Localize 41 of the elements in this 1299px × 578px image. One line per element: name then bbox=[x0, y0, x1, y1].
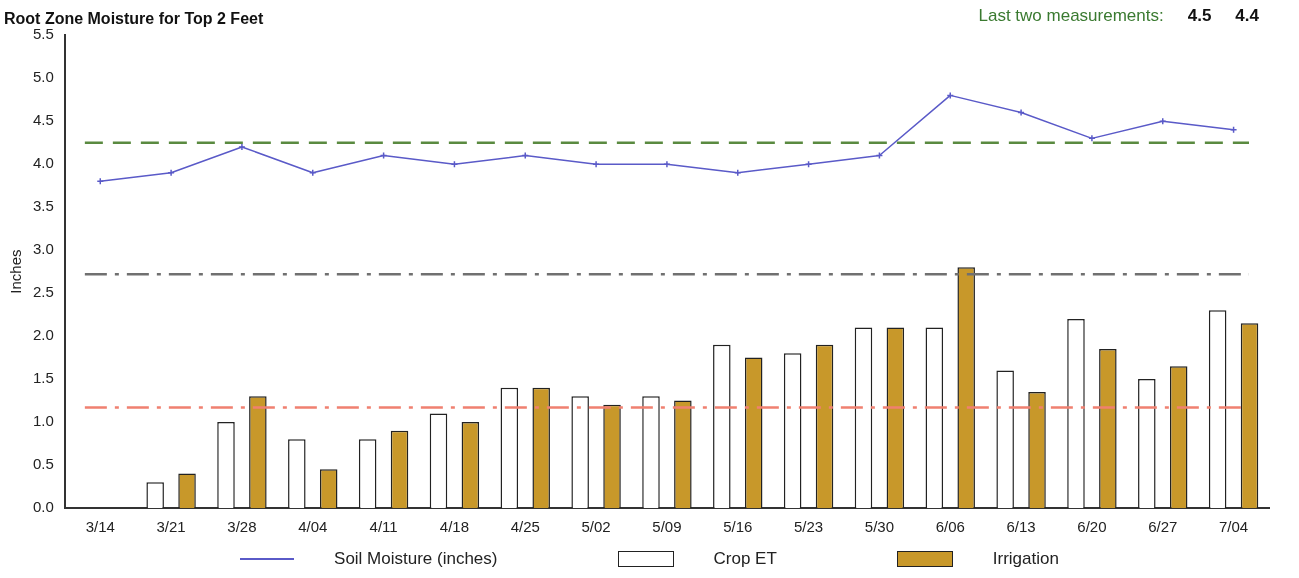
y-tick-label: 1.5 bbox=[32, 369, 54, 387]
y-tick-label: 0.0 bbox=[32, 498, 54, 516]
x-tick-label: 6/27 bbox=[1148, 518, 1178, 536]
x-tick-label: 6/06 bbox=[935, 518, 965, 536]
x-tick-label: 5/23 bbox=[793, 518, 824, 536]
legend-label: Soil Moisture (inches) bbox=[334, 549, 498, 569]
x-tick-label: 3/14 bbox=[85, 518, 115, 536]
y-tick-label: 4.0 bbox=[32, 154, 54, 172]
point bbox=[592, 160, 600, 168]
x-tick-label: 7/04 bbox=[1218, 518, 1249, 536]
x-tick-label: 5/09 bbox=[652, 518, 682, 536]
x-tick-label: 5/16 bbox=[723, 518, 753, 536]
text: 4.5 bbox=[1187, 6, 1212, 25]
x-tick-label: 4/25 bbox=[510, 518, 540, 536]
text: 4.4 bbox=[1235, 6, 1259, 25]
y-tick-label: 3.5 bbox=[32, 197, 54, 215]
y-tick-label: 3.0 bbox=[32, 240, 54, 258]
x-tick-label: 4/04 bbox=[298, 518, 328, 536]
x-tick-label: 5/30 bbox=[864, 518, 895, 536]
x-tick-label: 3/28 bbox=[227, 518, 257, 536]
y-tick-label: 2.5 bbox=[32, 283, 54, 301]
point bbox=[1159, 117, 1167, 125]
x-tick-label: 4/18 bbox=[439, 518, 470, 536]
text: Last two measurements: bbox=[978, 6, 1164, 25]
y-tick-label: 4.5 bbox=[32, 111, 54, 129]
y-tick-label: 0.5 bbox=[32, 455, 54, 473]
x-tick-label: 4/11 bbox=[369, 518, 398, 536]
legend-label: Irrigation bbox=[992, 549, 1059, 569]
y-tick-label: 1.0 bbox=[32, 412, 54, 430]
chart-title: Root Zone Moisture for Top 2 Feet bbox=[4, 10, 264, 28]
x-tick-label: 6/20 bbox=[1077, 518, 1107, 536]
y-tick-label: 5.0 bbox=[32, 68, 54, 86]
point bbox=[663, 160, 671, 168]
text: Crop ET bbox=[713, 549, 777, 569]
y-tick-label: 2.0 bbox=[32, 326, 54, 344]
x-tick-label: 6/13 bbox=[1006, 518, 1036, 536]
point bbox=[238, 143, 246, 151]
y-tick-label: 5.5 bbox=[32, 25, 54, 43]
x-tick-label: 5/02 bbox=[581, 518, 611, 536]
y-axis-title: Inches bbox=[7, 249, 25, 294]
x-tick-label: 3/21 bbox=[156, 518, 186, 536]
